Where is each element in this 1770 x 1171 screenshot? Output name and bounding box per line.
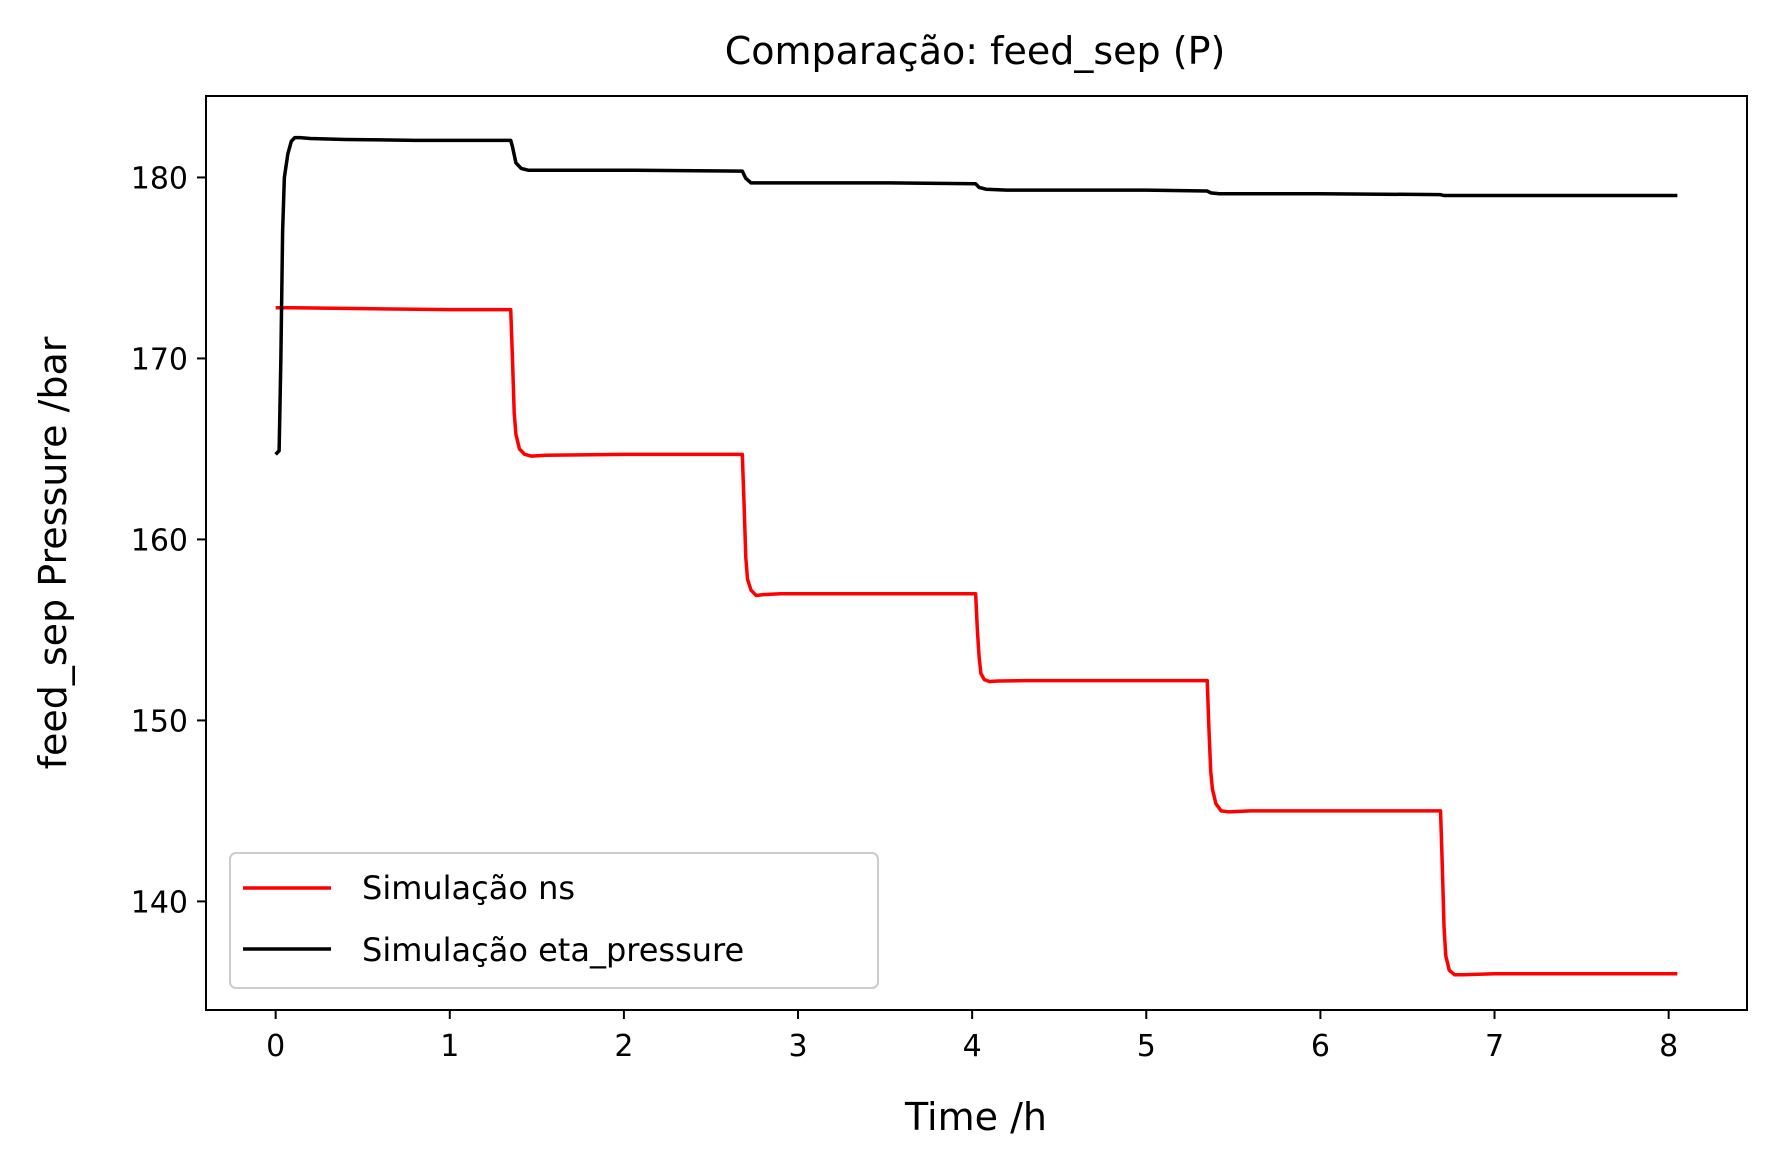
series-line-ns <box>275 306 1678 977</box>
x-tick-label: 4 <box>963 1029 982 1064</box>
x-tick-label: 6 <box>1311 1029 1330 1064</box>
x-tick-label: 3 <box>788 1029 807 1064</box>
y-tick-label: 170 <box>131 342 188 377</box>
series-line-eta-pressure <box>274 135 1678 456</box>
x-tick-label: 0 <box>266 1029 285 1064</box>
legend-label-eta-pressure: Simulação eta_pressure <box>362 931 744 969</box>
x-tick-label: 8 <box>1659 1029 1678 1064</box>
x-tick-label: 7 <box>1485 1029 1504 1064</box>
plot-frame <box>205 95 1748 1011</box>
plot-area <box>274 135 1678 977</box>
y-tick-label: 160 <box>131 523 188 558</box>
y-tick-label: 180 <box>131 161 188 196</box>
x-tick-label: 1 <box>440 1029 459 1064</box>
legend-box <box>229 852 879 989</box>
x-tick-label: 5 <box>1137 1029 1156 1064</box>
x-tick-label: 2 <box>614 1029 633 1064</box>
chart-title: Comparação: feed_sep (P) <box>725 29 1226 73</box>
y-axis-label: feed_sep Pressure /bar <box>31 336 75 769</box>
y-axis-ticks: 140 150 160 170 180 <box>131 161 206 920</box>
x-axis-ticks: 0 1 2 3 4 5 6 7 8 <box>266 1010 1678 1064</box>
y-tick-label: 140 <box>131 885 188 920</box>
legend-label-ns: Simulação ns <box>362 869 575 907</box>
y-tick-label: 150 <box>131 704 188 739</box>
legend: Simulação ns Simulação eta_pressure <box>229 852 879 989</box>
x-axis-label: Time /h <box>904 1095 1047 1139</box>
